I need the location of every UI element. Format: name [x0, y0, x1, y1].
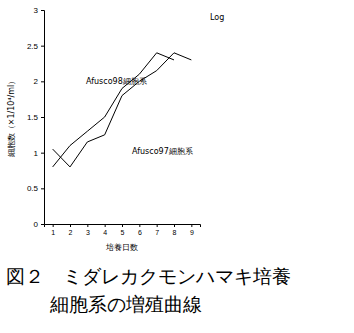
x-axis-title: 培養日数 [105, 243, 138, 252]
x-tick: 1 [51, 224, 55, 236]
y-tick: 3 [34, 6, 44, 15]
x-tick: 2 [69, 224, 73, 236]
x-tick-mark [105, 224, 106, 227]
y-tick-mark [41, 117, 44, 118]
y-tick: 1 [34, 149, 44, 158]
y-tick: 1.5 [27, 113, 44, 122]
x-tick-mark [70, 224, 71, 227]
y-tick-mark [41, 46, 44, 47]
y-tick-label: 3 [34, 6, 39, 15]
x-tick-label: 6 [138, 229, 142, 236]
x-tick-mark [87, 224, 88, 227]
y-axis: 0 0.5 1 1.5 2 2.5 3 [27, 6, 45, 229]
x-tick-mark [53, 224, 54, 227]
x-tick-label: 7 [155, 229, 159, 236]
x-tick-label: 3 [86, 229, 90, 236]
y-tick-mark [41, 224, 44, 225]
x-tick: 8 [173, 224, 177, 236]
y-tick-mark [41, 10, 44, 11]
y-tick-mark [41, 81, 44, 82]
x-tick-label: 4 [103, 229, 107, 236]
y-tick-label: 1.5 [27, 113, 39, 122]
x-tick-label: 2 [69, 229, 73, 236]
series-label: Afusco98細胞系 [86, 77, 147, 86]
x-tick-mark [139, 224, 140, 227]
x-tick: 4 [103, 224, 107, 236]
x-tick-mark [191, 224, 192, 227]
y-tick-label: 0.5 [27, 184, 39, 193]
x-tick: 5 [121, 224, 125, 236]
x-tick: 9 [190, 224, 194, 236]
chart: 1 2 3 4 5 6 7 8 9 0 0.5 1 1.5 2 2.5 3 Afusco98細胞系 Afusco9… [0, 0, 354, 333]
y-axis-title: 細胞数（×1/10⁴/ml） [7, 77, 16, 159]
x-tick-label: 9 [190, 229, 194, 236]
y-axis-line [41, 11, 45, 225]
y-tick-label: 2.5 [27, 42, 39, 51]
x-tick-label: 8 [173, 229, 177, 236]
title: 図２ ミダレカクモンハマキ培養細胞系の増殖曲線 [6, 265, 291, 315]
x-tick-mark [174, 224, 175, 227]
x-axis: 1 2 3 4 5 6 7 8 9 [45, 224, 201, 236]
x-tick-mark [122, 224, 123, 227]
y-tick-label: 2 [34, 77, 39, 86]
y-tick: 2 [34, 77, 44, 86]
x-tick-label: 1 [51, 229, 55, 236]
y-tick-mark [41, 188, 44, 189]
x-tick-label: 5 [121, 229, 125, 236]
x-tick: 6 [138, 224, 142, 236]
x-axis-line [45, 225, 201, 228]
series-label: Afusco97細胞系 [132, 147, 193, 156]
y-tick: 2.5 [27, 42, 44, 51]
x-tick: 3 [86, 224, 90, 236]
y-tick: 0 [34, 220, 44, 229]
annotation: Log [210, 13, 224, 22]
y-tick-label: 0 [34, 220, 39, 229]
y-tick-label: 1 [34, 149, 39, 158]
x-tick: 7 [155, 224, 159, 236]
x-tick-mark [157, 224, 158, 227]
y-tick-mark [41, 153, 44, 154]
y-tick: 0.5 [27, 184, 44, 193]
